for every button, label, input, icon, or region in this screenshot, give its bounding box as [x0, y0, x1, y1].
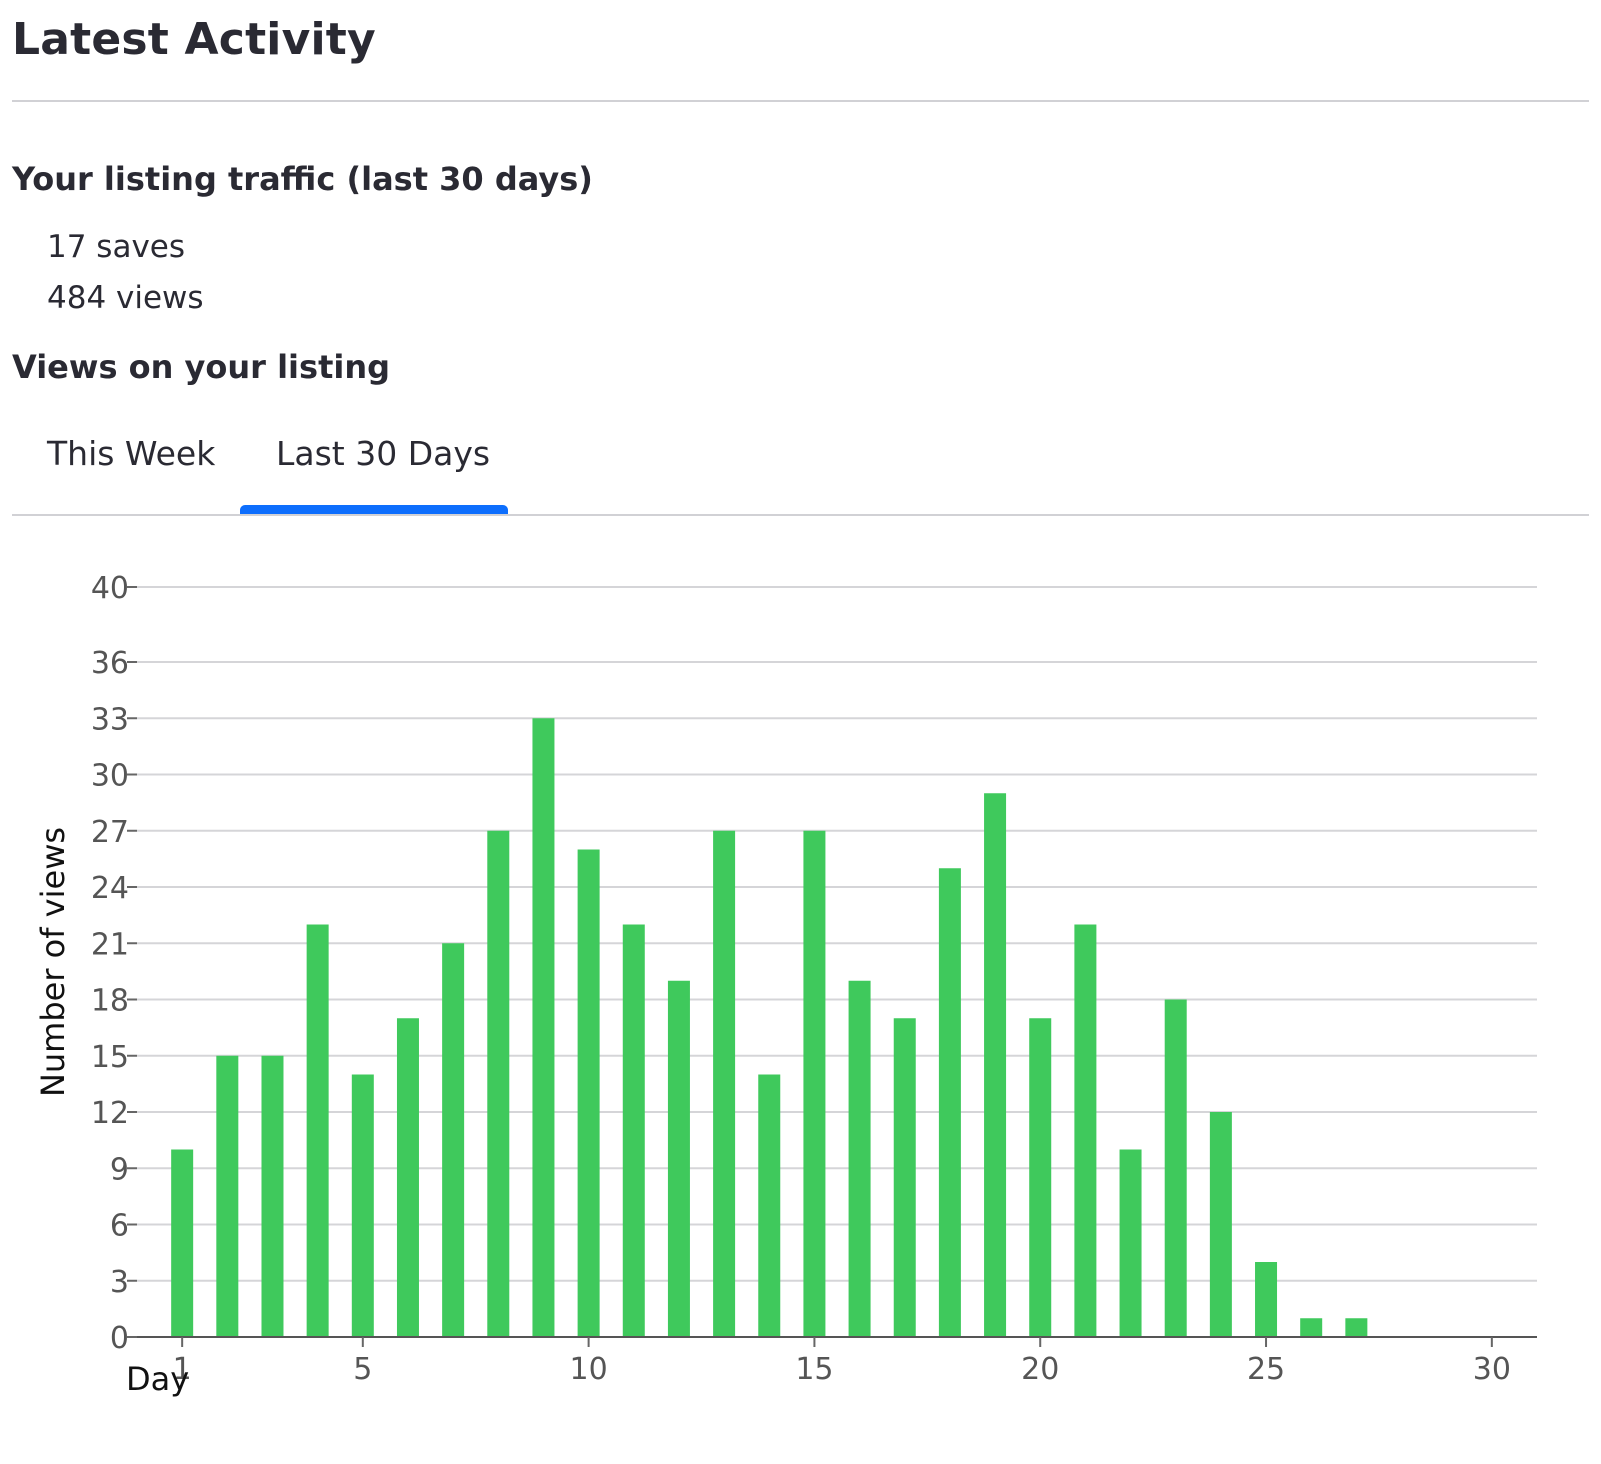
bar-day-14 — [758, 1074, 781, 1337]
bar-day-22 — [1119, 1149, 1142, 1337]
bar-day-9 — [532, 718, 555, 1337]
y-tick-label: 0 — [110, 1321, 129, 1356]
chart-gridlines — [137, 586, 1537, 1282]
tabs-divider — [12, 514, 1589, 516]
bar-day-6 — [396, 1018, 419, 1337]
y-tick-label: 3 — [110, 1265, 129, 1300]
y-tick-label: 9 — [110, 1152, 129, 1187]
bar-day-10 — [577, 849, 600, 1337]
y-tick-label: 24 — [91, 871, 129, 906]
bar-day-7 — [442, 943, 465, 1337]
bar-day-16 — [848, 980, 871, 1337]
bar-day-3 — [261, 1055, 284, 1337]
y-tick-label: 18 — [91, 984, 129, 1019]
y-tick-label: 15 — [91, 1040, 129, 1075]
bar-day-17 — [893, 1018, 916, 1337]
x-tick-label: 10 — [570, 1352, 608, 1387]
y-tick-label: 40 — [91, 571, 129, 606]
bar-day-20 — [1029, 1018, 1052, 1337]
tab-last-30-days[interactable]: Last 30 Days — [276, 434, 491, 473]
bar-day-25 — [1255, 1262, 1278, 1337]
bar-day-1 — [171, 1149, 194, 1337]
bar-day-21 — [1074, 924, 1097, 1337]
bar-day-5 — [351, 1074, 374, 1337]
bar-day-15 — [803, 830, 826, 1337]
views-count: 484 views — [47, 280, 204, 316]
page-title: Latest Activity — [12, 14, 376, 65]
chart-bars — [171, 718, 1368, 1337]
title-divider — [12, 100, 1589, 102]
y-tick-label: 6 — [110, 1209, 129, 1244]
saves-count: 17 saves — [47, 229, 186, 265]
bar-day-2 — [216, 1055, 239, 1337]
tab-selected-indicator — [240, 505, 508, 514]
bar-day-18 — [938, 868, 961, 1337]
bar-day-12 — [667, 980, 690, 1337]
bar-day-24 — [1209, 1112, 1232, 1337]
bar-day-8 — [487, 830, 510, 1337]
y-axis-title: Number of views — [34, 827, 72, 1097]
bar-day-13 — [713, 830, 736, 1337]
y-tick-label: 33 — [91, 702, 129, 737]
x-tick-label: 1 — [173, 1352, 192, 1387]
y-tick-label: 30 — [91, 759, 129, 794]
x-tick-label: 25 — [1247, 1352, 1285, 1387]
traffic-heading: Your listing traffic (last 30 days) — [12, 160, 593, 198]
y-tick-label: 36 — [91, 646, 129, 681]
bar-day-23 — [1164, 999, 1187, 1337]
x-tick-label: 15 — [795, 1352, 833, 1387]
y-tick-label: 21 — [91, 927, 129, 962]
x-axis-title: Day — [126, 1360, 189, 1398]
x-tick-label: 5 — [353, 1352, 372, 1387]
x-tick-label: 30 — [1473, 1352, 1511, 1387]
x-tick-label: 20 — [1021, 1352, 1059, 1387]
y-tick-label: 27 — [91, 815, 129, 850]
tab-this-week[interactable]: This Week — [47, 434, 216, 473]
bar-day-11 — [622, 924, 645, 1337]
bar-day-19 — [984, 793, 1007, 1337]
bar-day-26 — [1300, 1318, 1323, 1337]
y-tick-label: 12 — [91, 1096, 129, 1131]
bar-day-27 — [1345, 1318, 1368, 1337]
views-heading: Views on your listing — [12, 348, 391, 386]
bar-day-4 — [306, 924, 329, 1337]
